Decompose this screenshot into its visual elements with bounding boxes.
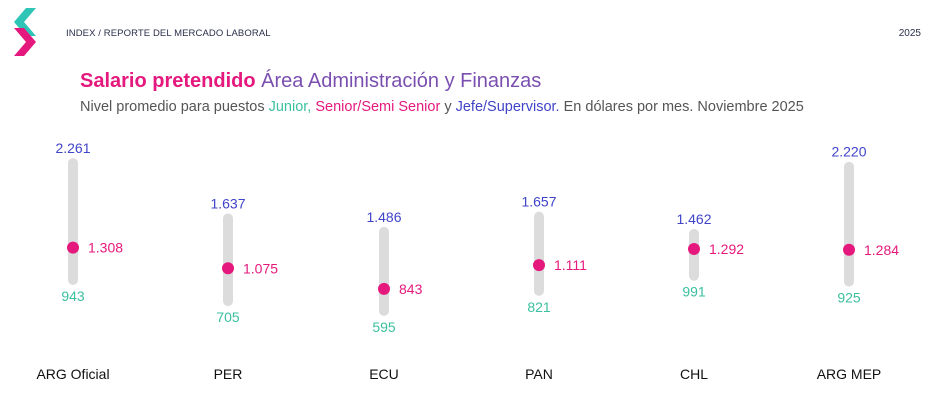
chart-subtitle: Nivel promedio para puestos Junior, Seni… [80, 99, 804, 115]
junior-value-label: 991 [682, 284, 706, 300]
senior-dot [378, 282, 390, 295]
category-label: PER [214, 366, 243, 382]
title-strong: Salario pretendido [80, 70, 256, 92]
senior-value-label: 1.308 [88, 240, 123, 256]
category-label: PAN [525, 366, 553, 382]
subtitle-jefe: Jefe/Supervisor. [455, 99, 560, 115]
senior-dot [843, 243, 855, 256]
junior-value-label: 925 [837, 290, 861, 306]
senior-dot [688, 243, 700, 256]
breadcrumb: INDEX / REPORTE DEL MERCADO LABORAL [66, 28, 271, 39]
category-label: CHL [680, 366, 708, 382]
junior-value-label: 943 [61, 288, 85, 304]
senior-dot [533, 259, 545, 272]
jefe-value-label: 1.657 [521, 194, 556, 210]
brand-logo [14, 8, 36, 56]
page-title: Salario pretendido Área Administración y… [80, 70, 541, 93]
senior-value-label: 1.284 [864, 242, 899, 258]
senior-dot [222, 262, 234, 275]
jefe-value-label: 1.486 [366, 209, 401, 225]
senior-value-label: 1.111 [554, 257, 587, 273]
jefe-value-label: 2.261 [55, 140, 90, 156]
subtitle-and: y [440, 99, 456, 115]
junior-value-label: 595 [372, 319, 396, 335]
subtitle-junior: Junior, [268, 99, 312, 115]
report-year: 2025 [898, 28, 921, 39]
title-rest: Área Administración y Finanzas [261, 70, 542, 92]
category-label: ECU [369, 366, 399, 382]
senior-dot [67, 241, 79, 254]
jefe-value-label: 1.637 [210, 195, 245, 211]
junior-value-label: 705 [216, 309, 240, 325]
junior-value-label: 821 [527, 299, 551, 315]
category-label: ARG MEP [817, 366, 882, 382]
subtitle-senior: Senior/Semi Senior [315, 99, 441, 115]
senior-value-label: 843 [399, 281, 423, 297]
senior-value-label: 1.292 [709, 241, 744, 257]
subtitle-suffix: En dólares por mes. Noviembre 2025 [559, 99, 804, 115]
senior-value-label: 1.075 [243, 260, 278, 276]
jefe-value-label: 1.462 [676, 211, 711, 227]
jefe-value-label: 2.220 [831, 144, 866, 160]
subtitle-prefix: Nivel promedio para puestos [80, 99, 269, 115]
category-label: ARG Oficial [36, 366, 109, 382]
